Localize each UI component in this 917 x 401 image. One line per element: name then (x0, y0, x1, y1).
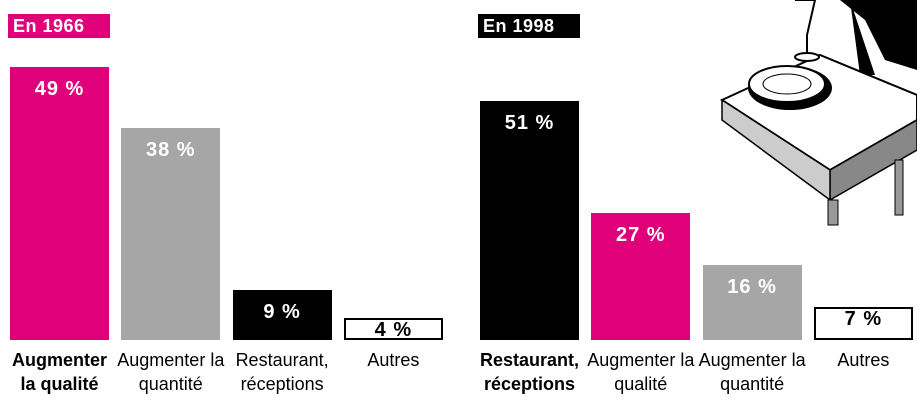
value-label: 9 % (263, 300, 301, 323)
bar (10, 67, 109, 340)
value-label: 27 % (616, 224, 666, 247)
bar (480, 101, 579, 340)
bar (343, 317, 443, 340)
value-label: 16 % (727, 276, 777, 299)
chart-title: En 1998 (478, 14, 580, 38)
category-label: Augmenter la qualité (11, 350, 107, 394)
value-label: 7 % (844, 308, 883, 331)
value-label: 38 % (146, 139, 196, 162)
table-illustration (719, 0, 917, 226)
value-label: 49 % (34, 78, 85, 100)
bar (591, 213, 691, 340)
category-label: Restaurant, réceptions (479, 350, 580, 394)
bar (232, 289, 332, 340)
category-label: Autres (837, 350, 890, 370)
bar (702, 265, 802, 340)
category-label: Augmenter la quantité (698, 350, 806, 394)
chart-title: En 1966 (8, 14, 110, 38)
bar (813, 307, 913, 340)
category-label: Augmenter la qualité (587, 350, 695, 394)
category-label: Autres (367, 350, 420, 370)
value-label: 51 % (504, 112, 555, 134)
value-label: 4 % (374, 318, 413, 341)
category-label: Restaurant, réceptions (235, 350, 329, 394)
bar (121, 128, 221, 340)
category-label: Augmenter la quantité (117, 350, 225, 394)
